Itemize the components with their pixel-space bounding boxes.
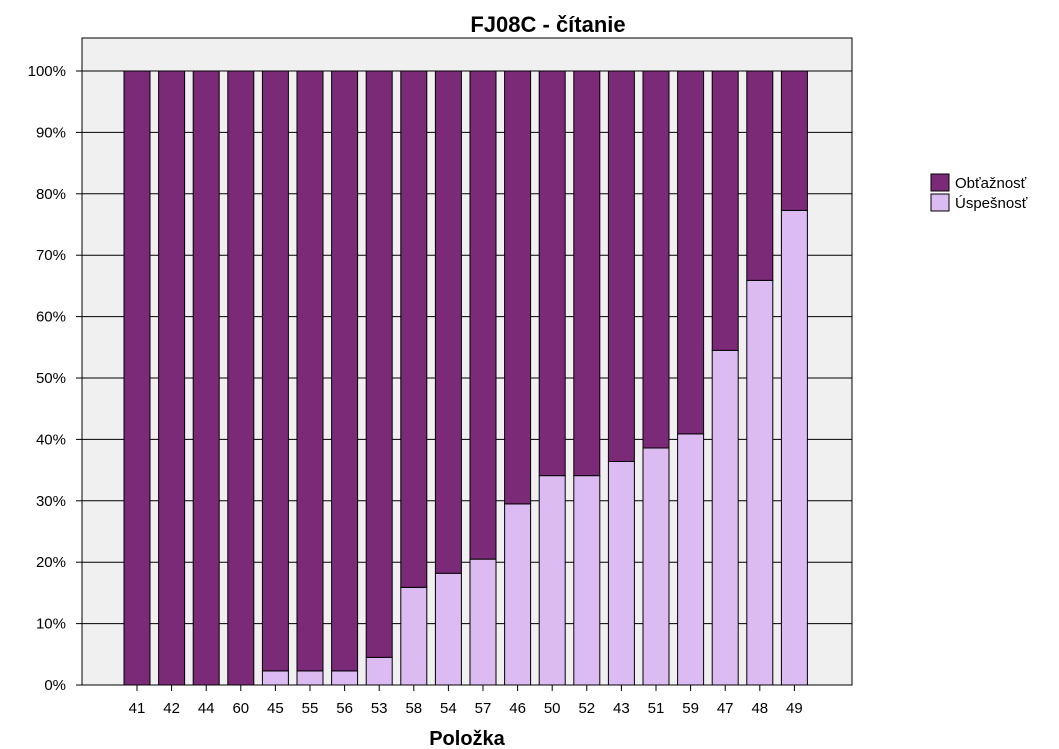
- x-tick-label: 59: [682, 700, 699, 717]
- legend-swatch: [930, 173, 950, 192]
- bar-obtaznost: [573, 70, 601, 477]
- bar-obtaznost: [642, 70, 670, 449]
- x-tick-label: 49: [786, 700, 803, 717]
- y-tick-label: 20%: [36, 554, 66, 571]
- x-tick-label: 50: [544, 700, 561, 717]
- x-axis: 41 42 44 60 45 55 56 53 58 54 57 46 50 52 43 51 59 47 48 49: [129, 685, 803, 717]
- legend-label: Úspešnosť: [955, 195, 1028, 212]
- x-tick-label: 53: [371, 700, 388, 717]
- bar-obtaznost: [780, 70, 808, 211]
- bar-uspesnost: [261, 670, 289, 686]
- bar-uspesnost: [677, 433, 705, 686]
- x-axis-title: Položka: [429, 728, 505, 749]
- bar-obtaznost: [434, 70, 462, 574]
- x-tick-label: 54: [440, 700, 457, 717]
- bar-obtaznost: [746, 70, 774, 281]
- bar-obtaznost: [538, 70, 566, 477]
- legend-swatch: [930, 193, 950, 212]
- y-tick-label: 50%: [36, 370, 66, 387]
- x-tick-label: 45: [267, 700, 284, 717]
- bar-uspesnost: [538, 475, 566, 686]
- x-tick-label: 52: [578, 700, 595, 717]
- y-tick-label: 80%: [36, 186, 66, 203]
- y-tick-label: 60%: [36, 309, 66, 326]
- x-tick-label: 41: [129, 700, 146, 717]
- y-tick-label: 100%: [28, 63, 66, 80]
- y-tick-label: 0%: [44, 677, 66, 694]
- x-tick-label: 43: [613, 700, 630, 717]
- legend: Obťažnosť Úspešnosť: [930, 173, 1028, 212]
- chart-title: FJ08C - čítanie: [470, 12, 625, 37]
- bar-obtaznost: [192, 70, 220, 686]
- bar-uspesnost: [607, 461, 635, 686]
- bar-uspesnost: [573, 475, 601, 686]
- bar-uspesnost: [331, 670, 359, 686]
- bar-obtaznost: [469, 70, 497, 560]
- bar-obtaznost: [296, 70, 324, 672]
- bar-obtaznost: [504, 70, 532, 505]
- bar-uspesnost: [642, 447, 670, 686]
- bar-obtaznost: [158, 70, 186, 686]
- plot-frame: [81, 37, 853, 686]
- bar-uspesnost: [365, 656, 393, 686]
- bar-uspesnost: [746, 279, 774, 686]
- x-tick-label: 47: [717, 700, 734, 717]
- bar-uspesnost: [780, 209, 808, 686]
- bar-obtaznost: [331, 70, 359, 672]
- x-tick-label: 57: [475, 700, 492, 717]
- bar-uspesnost: [434, 572, 462, 686]
- y-tick-label: 10%: [36, 616, 66, 633]
- bar-uspesnost: [469, 558, 497, 686]
- bar-obtaznost: [677, 70, 705, 435]
- y-tick-label: 40%: [36, 431, 66, 448]
- y-tick-label: 30%: [36, 493, 66, 510]
- bar-uspesnost: [504, 503, 532, 686]
- bar-obtaznost: [711, 70, 739, 351]
- x-tick-label: 44: [198, 700, 215, 717]
- bar-obtaznost: [261, 70, 289, 672]
- bar-obtaznost: [123, 70, 151, 686]
- x-tick-label: 56: [336, 700, 353, 717]
- y-tick-label: 70%: [36, 247, 66, 264]
- bar-obtaznost: [607, 70, 635, 462]
- bar-obtaznost: [365, 70, 393, 658]
- y-axis: 0% 10% 20% 30% 40% 50% 60% 70% 80% 90% 100%: [28, 63, 82, 694]
- x-tick-label: 42: [163, 700, 180, 717]
- bar-uspesnost: [711, 349, 739, 686]
- legend-label: Obťažnosť: [955, 175, 1027, 192]
- bar-obtaznost: [400, 70, 428, 588]
- x-tick-label: 55: [302, 700, 319, 717]
- x-tick-label: 46: [509, 700, 526, 717]
- bars: [123, 70, 808, 686]
- x-tick-label: 48: [751, 700, 768, 717]
- x-tick-label: 60: [232, 700, 249, 717]
- bar-uspesnost: [296, 670, 324, 686]
- x-tick-label: 51: [648, 700, 665, 717]
- x-tick-label: 58: [405, 700, 422, 717]
- bar-uspesnost: [400, 586, 428, 686]
- y-tick-label: 90%: [36, 124, 66, 141]
- bar-obtaznost: [227, 70, 255, 686]
